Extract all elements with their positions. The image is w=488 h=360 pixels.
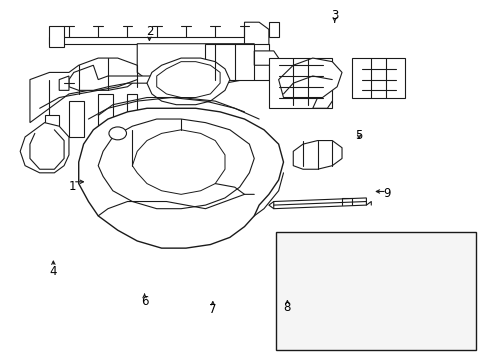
Polygon shape: [20, 123, 69, 173]
Text: 4: 4: [49, 265, 57, 278]
Polygon shape: [268, 58, 331, 108]
Polygon shape: [244, 22, 268, 51]
Polygon shape: [293, 140, 341, 169]
Polygon shape: [49, 26, 64, 47]
Polygon shape: [44, 116, 59, 144]
Polygon shape: [98, 119, 254, 209]
Text: 1: 1: [69, 180, 77, 193]
Polygon shape: [98, 94, 113, 134]
Text: 5: 5: [355, 129, 362, 142]
Circle shape: [109, 127, 126, 140]
Polygon shape: [137, 44, 254, 83]
Polygon shape: [69, 65, 176, 90]
Polygon shape: [147, 58, 229, 105]
Bar: [276, 232, 475, 350]
Polygon shape: [79, 108, 283, 248]
Polygon shape: [30, 58, 147, 123]
Polygon shape: [132, 130, 224, 194]
Text: 7: 7: [209, 303, 216, 316]
Polygon shape: [127, 94, 137, 137]
Text: 3: 3: [330, 9, 338, 22]
Polygon shape: [278, 58, 341, 98]
Polygon shape: [254, 51, 278, 65]
Polygon shape: [59, 76, 69, 90]
Text: 6: 6: [141, 295, 148, 308]
Polygon shape: [205, 44, 268, 80]
Text: 9: 9: [383, 187, 390, 200]
Text: 8: 8: [283, 301, 290, 314]
Polygon shape: [157, 62, 220, 98]
Polygon shape: [273, 198, 366, 209]
Polygon shape: [351, 58, 405, 98]
Polygon shape: [268, 22, 278, 37]
Text: 2: 2: [145, 25, 153, 38]
Polygon shape: [69, 101, 83, 137]
Polygon shape: [49, 37, 254, 44]
